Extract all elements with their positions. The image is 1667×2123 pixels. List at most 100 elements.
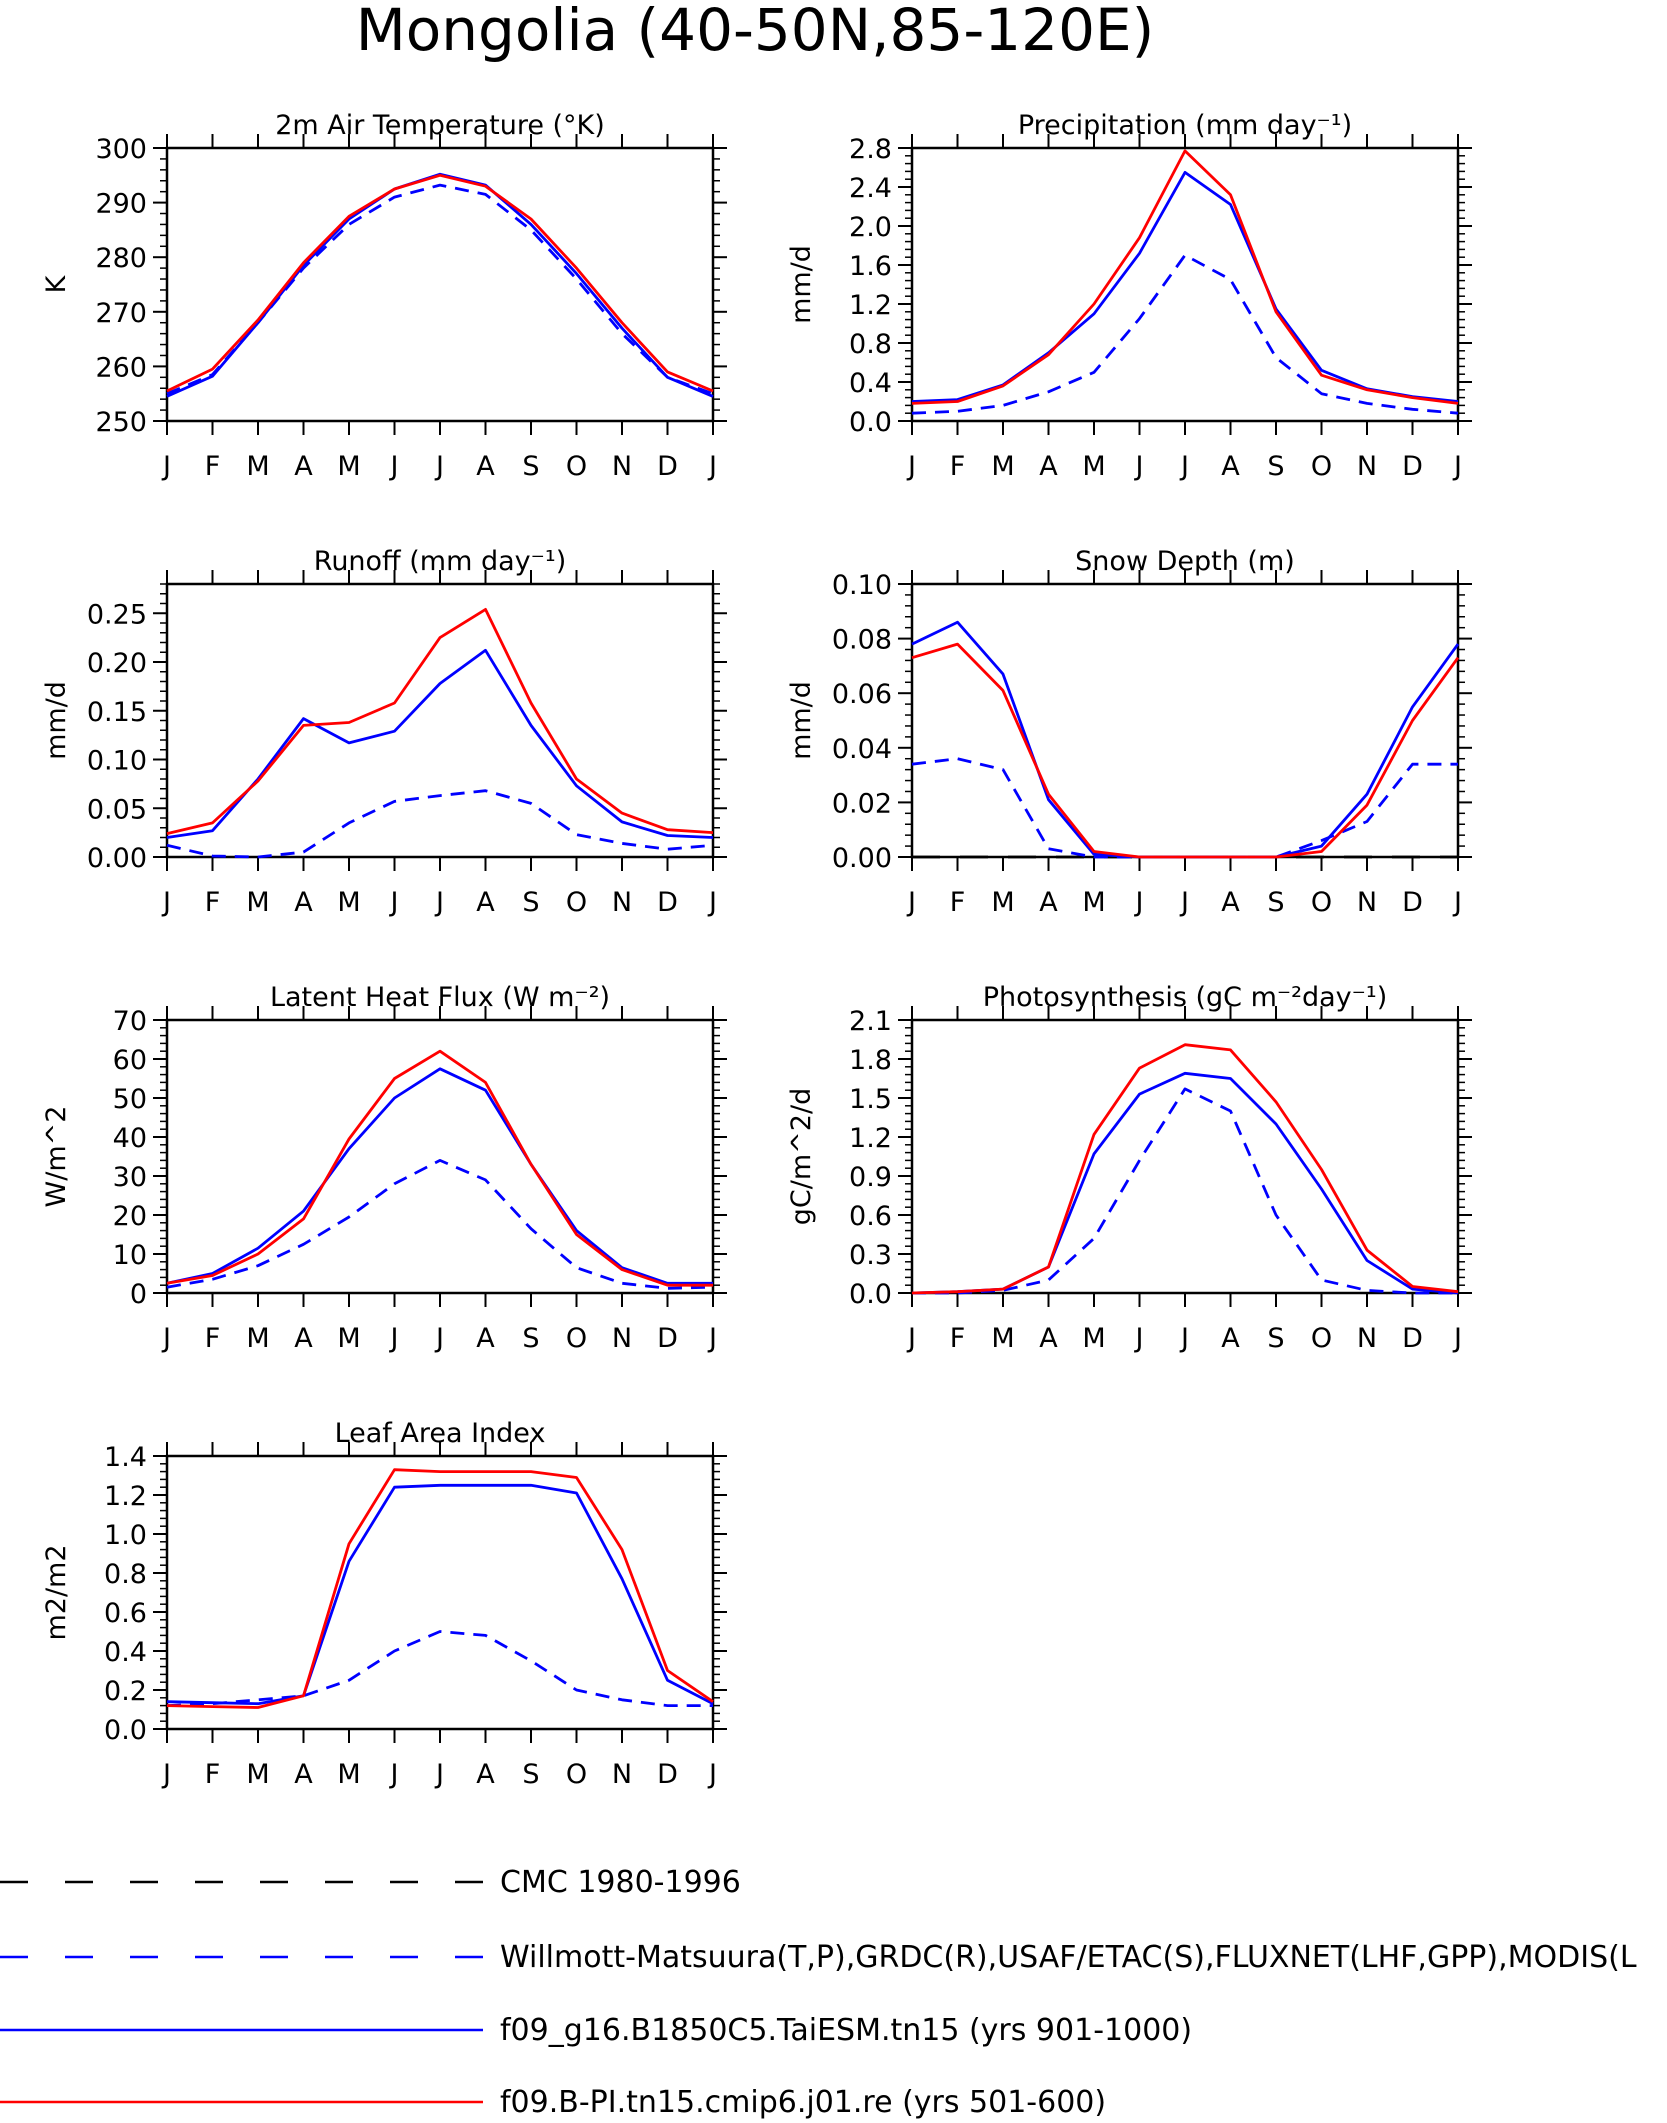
series-line [911, 642, 1460, 859]
x-tick-label: J [707, 451, 717, 482]
x-tick-label: O [1311, 451, 1332, 482]
x-tick-label: J [1179, 451, 1189, 482]
series-line [166, 1159, 714, 1290]
x-tick-label: O [566, 1323, 587, 1354]
x-tick-label: M [337, 451, 360, 482]
plot-frame [910, 582, 1460, 859]
y-tick-label: 0.4 [104, 1637, 147, 1668]
x-tick-label: M [337, 1759, 360, 1790]
series-line [166, 1049, 713, 1287]
x-tick-label: J [434, 451, 444, 482]
plot-frame [910, 146, 1460, 423]
x-tick-label: N [1357, 1323, 1377, 1354]
y-tick-label: 0.02 [832, 788, 892, 819]
x-tick-label: J [389, 1759, 399, 1790]
y-tick-label: 30 [113, 1162, 147, 1193]
x-tick-label: M [1082, 1323, 1105, 1354]
y-tick-label: 1.6 [849, 251, 892, 282]
x-tick-label: M [337, 1323, 360, 1354]
y-tick-label: 0.0 [849, 407, 892, 438]
x-tick-label: J [161, 887, 171, 918]
x-tick-label: J [707, 1759, 717, 1790]
x-tick-label: A [1221, 451, 1240, 482]
x-tick-label: F [950, 1323, 966, 1354]
x-tick-label: A [476, 1323, 495, 1354]
x-tick-label: D [1402, 1323, 1423, 1354]
chart-panel-6: Leaf Area Indexm2/m20.00.20.40.60.81.01.… [41, 1418, 727, 1790]
y-tick-label: 2.4 [849, 173, 892, 204]
series-line [911, 149, 1459, 405]
y-tick-label: 290 [95, 189, 147, 220]
x-tick-label: J [906, 451, 916, 482]
y-tick-label: 260 [95, 352, 147, 383]
x-tick-label: F [205, 1759, 221, 1790]
x-tick-label: J [1179, 1323, 1189, 1354]
plot-frame [165, 146, 715, 423]
y-tick-label: 60 [113, 1045, 147, 1076]
y-axis-label: gC/m^2/d [786, 1088, 817, 1225]
series-line [166, 1468, 714, 1709]
y-tick-label: 0.8 [104, 1559, 147, 1590]
plot-frame [165, 1454, 715, 1731]
chart-panel-2: Runoff (mm day⁻¹)mm/d0.000.050.100.150.2… [41, 546, 727, 918]
x-tick-label: S [522, 451, 539, 482]
legend-entry-2: f09_g16.B1850C5.TaiESM.tn15 (yrs 901-100… [0, 2013, 1192, 2048]
legend: CMC 1980-1996 Willmott-Matsuura(T,P),GRDC… [0, 1865, 1637, 2120]
y-tick-label: 0.4 [849, 368, 892, 399]
x-tick-label: D [657, 1323, 678, 1354]
x-tick-label: A [1221, 887, 1240, 918]
x-tick-label: S [522, 887, 539, 918]
legend-entry-1: Willmott-Matsuura(T,P),GRDC(R),USAF/ETAC… [0, 1940, 1637, 1975]
x-tick-label: O [1311, 887, 1332, 918]
x-tick-label: D [657, 1759, 678, 1790]
y-tick-label: 50 [113, 1084, 147, 1115]
legend-label: f09_g16.B1850C5.TaiESM.tn15 (yrs 901-100… [500, 2013, 1192, 2048]
x-tick-label: J [1452, 887, 1462, 918]
x-tick-label: N [1357, 887, 1377, 918]
series-line [166, 1067, 713, 1285]
y-axis-label: m2/m2 [41, 1544, 72, 1640]
x-tick-label: F [205, 1323, 221, 1354]
legend-label: f09.B-PI.tn15.cmip6.j01.re (yrs 501-600) [500, 2085, 1106, 2120]
y-tick-label: 2.1 [849, 1006, 892, 1037]
x-tick-label: J [906, 887, 916, 918]
series-line [166, 183, 714, 396]
y-tick-label: 0.08 [832, 625, 892, 656]
x-tick-label: A [294, 887, 313, 918]
x-tick-label: J [434, 1323, 444, 1354]
x-tick-label: N [612, 451, 632, 482]
x-tick-label: A [294, 1323, 313, 1354]
y-tick-label: 10 [113, 1240, 147, 1271]
series-line [911, 757, 1458, 859]
x-tick-label: J [707, 887, 717, 918]
y-tick-label: 0 [130, 1279, 147, 1310]
y-tick-label: 1.0 [104, 1520, 147, 1551]
chart-panel-5: Photosynthesis (gC m⁻²day⁻¹)gC/m^2/d0.00… [786, 982, 1472, 1354]
x-tick-label: J [1134, 451, 1144, 482]
x-tick-label: M [991, 887, 1014, 918]
x-tick-label: J [434, 1759, 444, 1790]
y-tick-label: 2.0 [849, 212, 892, 243]
y-tick-label: 0.00 [87, 843, 147, 874]
x-tick-label: F [205, 887, 221, 918]
x-tick-label: A [1039, 1323, 1058, 1354]
chart-panel-3: Snow Depth (m)mm/d0.000.020.040.060.080.… [786, 546, 1472, 918]
x-tick-label: M [246, 887, 269, 918]
y-tick-label: 280 [95, 243, 147, 274]
series-line [166, 172, 714, 398]
series-line [166, 789, 714, 859]
x-tick-label: O [566, 1759, 587, 1790]
x-tick-label: M [246, 1759, 269, 1790]
x-tick-label: J [161, 1323, 171, 1354]
y-tick-label: 0.10 [87, 746, 147, 777]
series-line [911, 620, 1460, 859]
y-tick-label: 1.2 [849, 290, 892, 321]
x-tick-label: M [991, 1323, 1014, 1354]
y-tick-label: 70 [113, 1006, 147, 1037]
x-tick-label: O [566, 887, 587, 918]
legend-label: Willmott-Matsuura(T,P),GRDC(R),USAF/ETAC… [500, 1940, 1637, 1975]
y-axis-label: K [41, 274, 72, 293]
y-tick-label: 20 [113, 1201, 147, 1232]
x-tick-label: J [434, 887, 444, 918]
y-tick-label: 0.00 [832, 843, 892, 874]
